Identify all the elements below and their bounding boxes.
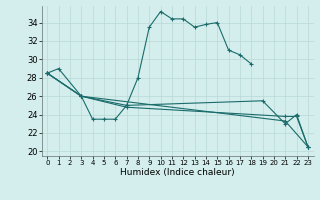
X-axis label: Humidex (Indice chaleur): Humidex (Indice chaleur) — [120, 168, 235, 177]
